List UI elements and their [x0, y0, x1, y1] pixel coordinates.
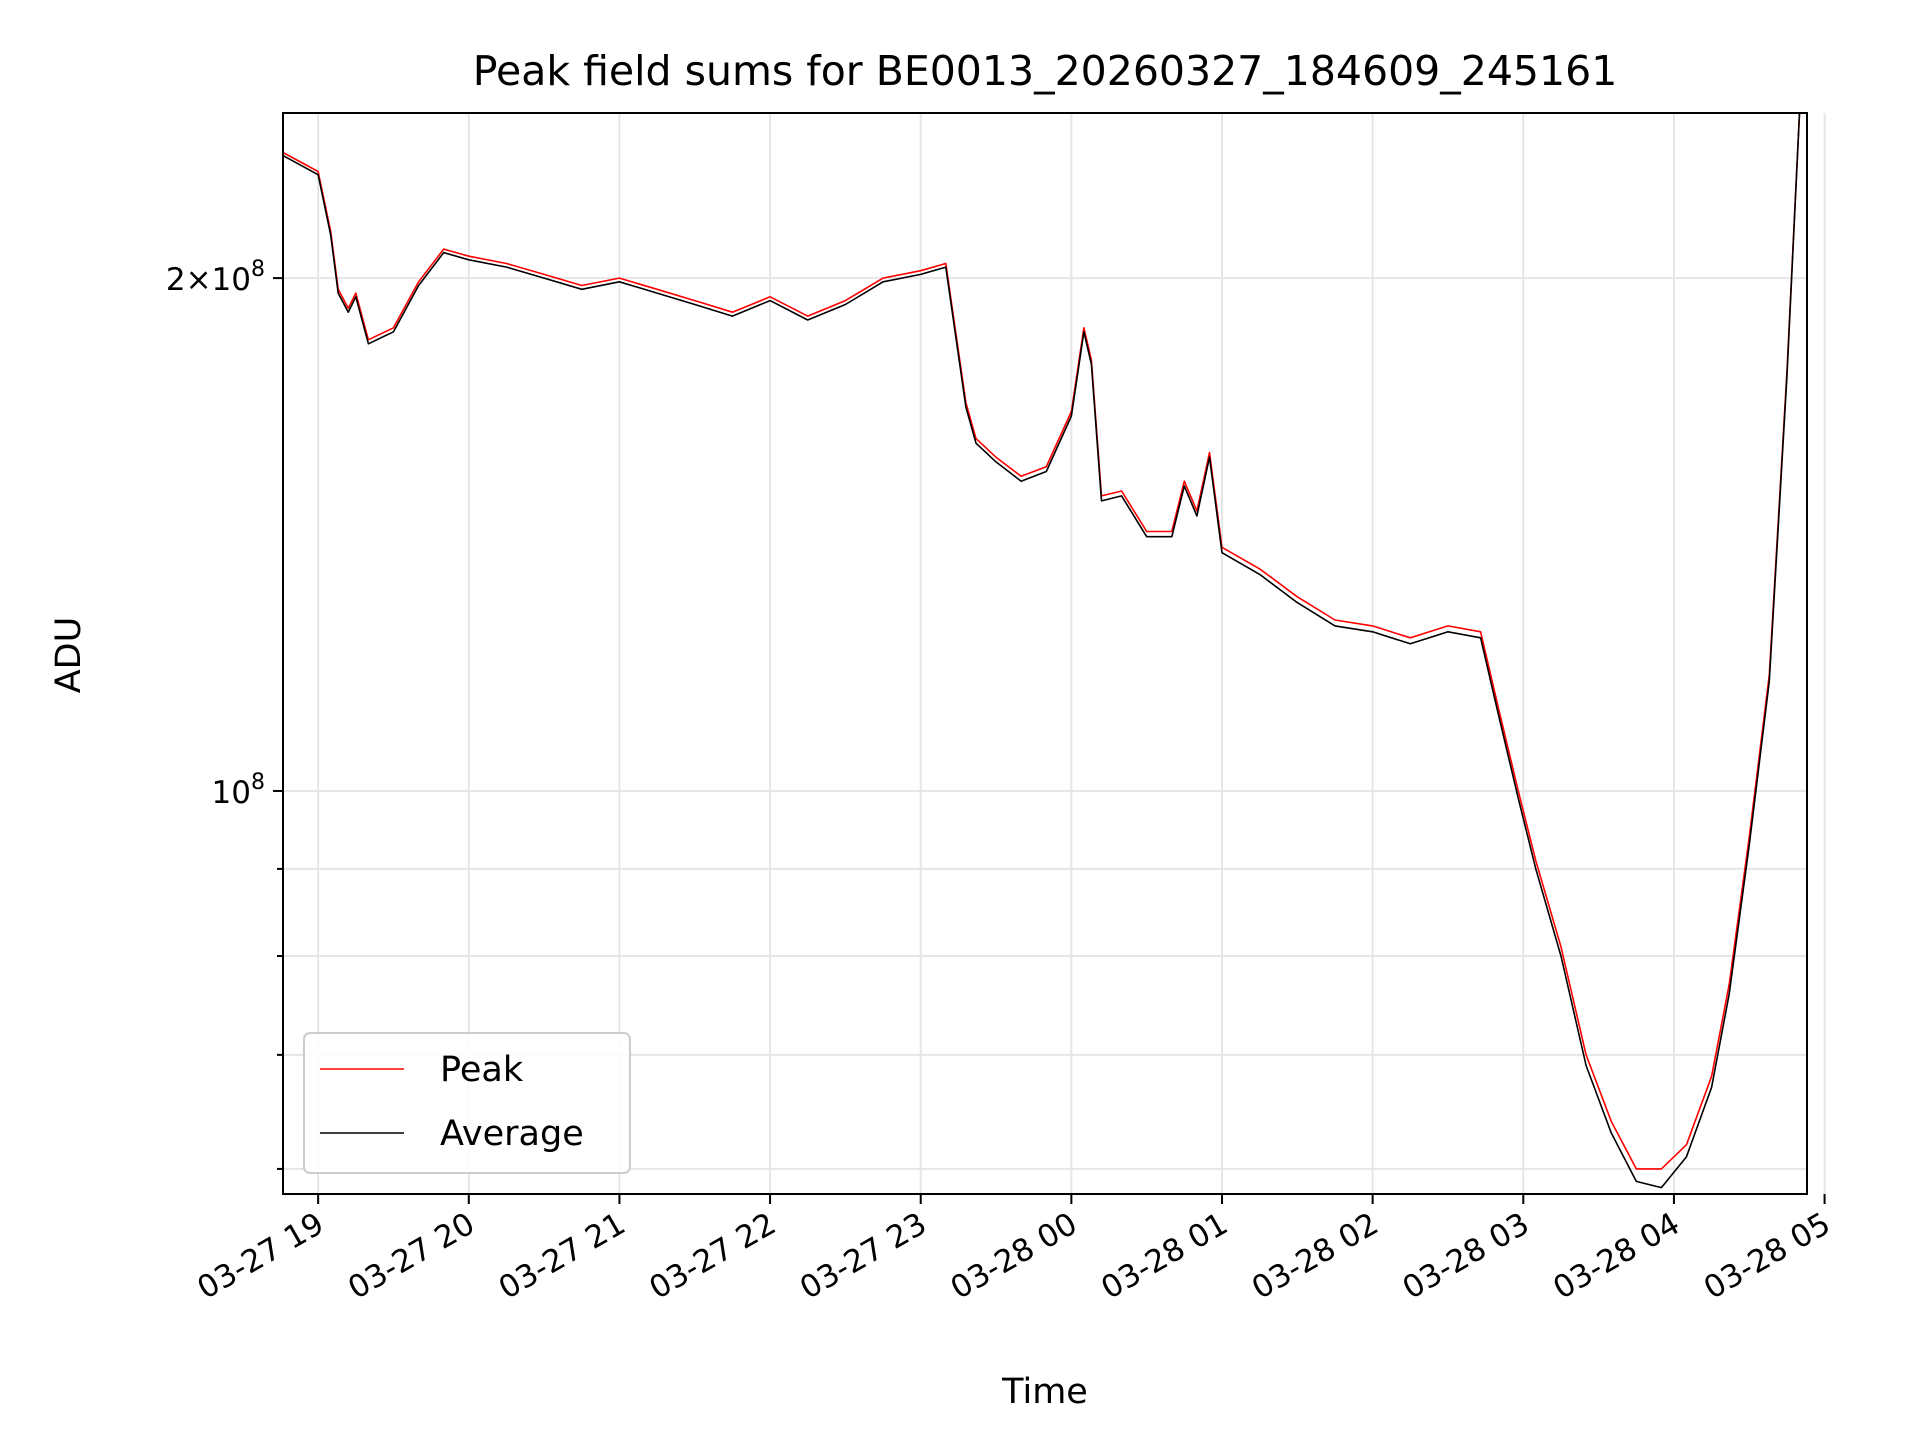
series-line-peak: [282, 112, 1801, 1170]
legend-label-peak: Peak: [440, 1050, 524, 1090]
x-tick-label-0: 03-27 19: [191, 1206, 330, 1307]
legend-box: [303, 1032, 631, 1174]
x-tick-label-9: 03-28 04: [1547, 1206, 1686, 1307]
y-tick-label-1: 108: [212, 770, 265, 811]
y-axis-label: ADU: [49, 617, 89, 694]
legend: Peak Average: [303, 1032, 631, 1174]
x-tick-label-6: 03-28 01: [1095, 1206, 1234, 1307]
x-tick-label-3: 03-27 22: [643, 1206, 782, 1307]
x-tick-label-8: 03-28 03: [1397, 1206, 1536, 1307]
y-tick-label-0: 2×108: [166, 257, 265, 298]
x-axis-label: Time: [1001, 1372, 1088, 1412]
grid: [283, 113, 1826, 1194]
x-tick-label-1: 03-27 20: [342, 1206, 481, 1307]
legend-label-average: Average: [440, 1114, 584, 1154]
x-tick-label-4: 03-27 23: [794, 1206, 933, 1307]
x-tick-label-10: 03-28 05: [1698, 1206, 1837, 1307]
x-tick-label-2: 03-27 21: [493, 1206, 632, 1307]
plot-series: [282, 112, 1801, 1189]
x-tick-label-5: 03-28 00: [945, 1206, 1084, 1307]
series-line-average: [282, 112, 1801, 1189]
chart-title: Peak field sums for BE0013_20260327_1846…: [473, 47, 1618, 95]
plot-frame: [282, 112, 1808, 1195]
x-tick-label-7: 03-28 02: [1246, 1206, 1385, 1307]
